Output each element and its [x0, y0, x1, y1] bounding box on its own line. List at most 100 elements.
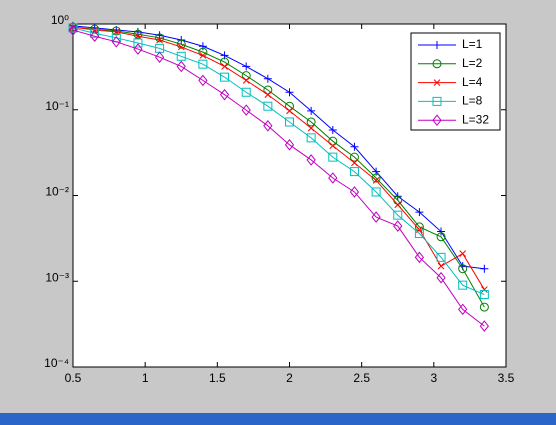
marker: [241, 71, 251, 81]
marker: [198, 42, 207, 51]
marker: [372, 177, 380, 184]
y-tick-label: 10⁻³: [45, 270, 69, 284]
legend-label: L=2: [462, 56, 483, 70]
marker: [263, 101, 273, 111]
marker: [432, 114, 442, 127]
marker: [242, 77, 250, 84]
marker: [134, 32, 142, 40]
marker: [219, 88, 230, 101]
marker: [393, 210, 403, 220]
marker: [306, 154, 316, 166]
marker: [436, 232, 446, 242]
marker: [133, 43, 143, 55]
y-tick-label: 10⁻⁴: [44, 356, 69, 370]
marker: [328, 126, 337, 135]
marker: [415, 208, 424, 217]
marker: [221, 63, 228, 70]
marker: [349, 167, 359, 177]
marker: [90, 28, 100, 38]
marker: [414, 229, 424, 239]
marker: [91, 26, 99, 34]
marker: [285, 117, 294, 127]
marker: [328, 172, 338, 184]
legend-label: L=4: [462, 75, 483, 89]
marker: [198, 74, 208, 87]
x-tick-label: 0.5: [65, 371, 82, 385]
x-tick-label: 3: [430, 371, 437, 385]
y-tick-label: 10⁰: [51, 13, 69, 27]
marker: [177, 43, 185, 51]
marker: [349, 152, 359, 162]
legend-label: L=8: [462, 94, 483, 108]
marker: [437, 262, 445, 270]
marker: [349, 186, 360, 198]
marker: [480, 264, 489, 273]
marker: [111, 26, 121, 36]
marker: [480, 286, 488, 293]
marker: [90, 30, 100, 43]
marker: [68, 24, 78, 36]
marker: [458, 264, 468, 274]
marker: [307, 124, 315, 132]
marker: [479, 320, 489, 332]
marker: [154, 51, 165, 64]
marker: [371, 187, 381, 197]
marker: [479, 302, 489, 312]
marker: [263, 74, 272, 83]
marker: [306, 133, 316, 143]
marker: [284, 139, 295, 151]
marker: [414, 251, 425, 264]
series-line: [72, 29, 485, 327]
marker: [459, 250, 467, 257]
marker: [198, 59, 208, 69]
marker: [350, 142, 359, 151]
y-tick-label: 10⁻¹: [45, 99, 69, 113]
marker: [394, 201, 402, 209]
marker: [241, 87, 251, 97]
marker: [351, 159, 358, 167]
marker: [307, 106, 316, 115]
marker: [371, 173, 381, 183]
marker: [433, 41, 441, 49]
marker: [436, 252, 446, 262]
marker: [458, 303, 468, 316]
marker: [329, 142, 337, 150]
x-tick-label: 1.5: [209, 371, 226, 385]
marker: [133, 38, 143, 48]
marker: [433, 79, 441, 86]
marker: [458, 280, 468, 290]
marker: [432, 59, 442, 69]
marker: [176, 60, 186, 73]
marker: [432, 96, 442, 106]
legend-box: [410, 32, 501, 131]
marker: [371, 211, 381, 223]
marker: [436, 271, 446, 284]
marker: [133, 29, 143, 39]
series-line: [72, 26, 485, 290]
marker: [111, 36, 121, 48]
marker: [220, 72, 230, 82]
marker: [176, 39, 186, 49]
x-tick-label: 2: [286, 371, 293, 385]
marker: [241, 104, 251, 116]
marker: [437, 227, 446, 236]
marker: [263, 119, 273, 132]
marker: [155, 33, 165, 43]
marker: [199, 52, 207, 59]
marker: [68, 23, 78, 33]
marker: [393, 220, 403, 232]
taskbar: [0, 413, 556, 425]
marker: [328, 152, 338, 162]
marker: [242, 62, 251, 71]
legend-label: L=1: [462, 37, 483, 51]
marker: [285, 88, 294, 97]
marker: [69, 23, 77, 31]
x-tick-label: 1: [142, 371, 149, 385]
x-tick-label: 3.5: [498, 371, 515, 385]
legend-label: L=32: [462, 112, 489, 126]
y-tick-label: 10⁻²: [45, 185, 69, 199]
marker: [176, 51, 186, 61]
marker: [286, 107, 293, 115]
